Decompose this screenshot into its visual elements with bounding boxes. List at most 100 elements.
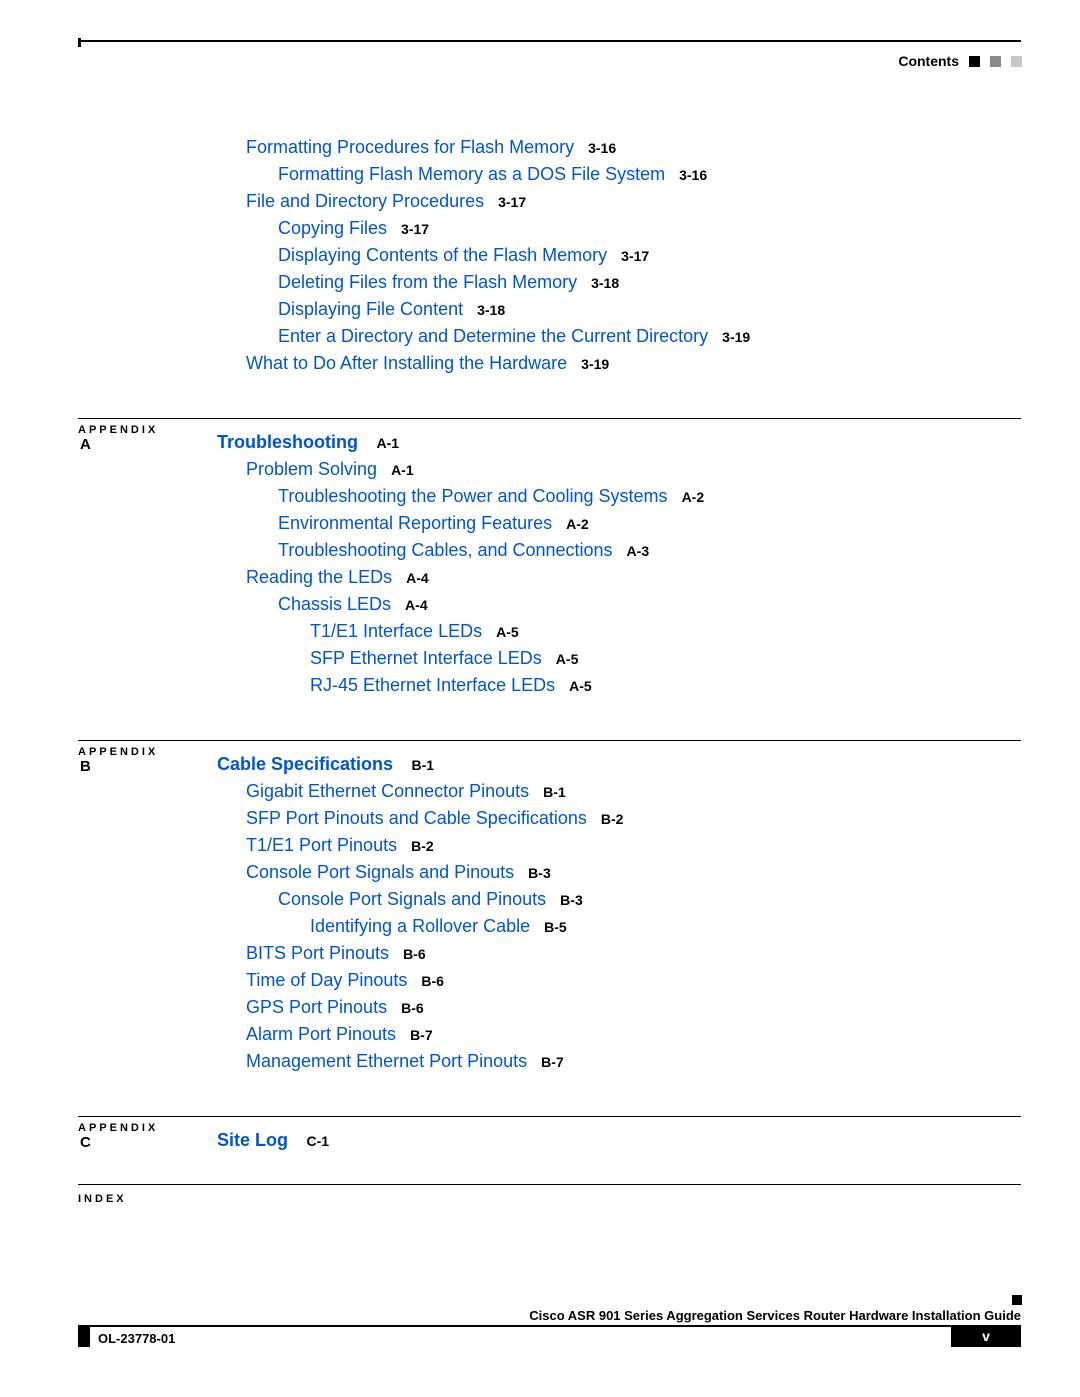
page-ref: B-7 bbox=[541, 1054, 564, 1070]
toc-link[interactable]: Chassis LEDs bbox=[278, 594, 391, 614]
toc-link[interactable]: Identifying a Rollover Cable bbox=[310, 916, 530, 936]
toc-entry: Chassis LEDs A-4 bbox=[278, 594, 1021, 615]
toc-link[interactable]: What to Do After Installing the Hardware bbox=[246, 353, 567, 373]
toc-entry: GPS Port Pinouts B-6 bbox=[246, 997, 1021, 1018]
page-ref: 3-19 bbox=[581, 356, 609, 372]
page-ref: 3-16 bbox=[588, 140, 616, 156]
toc-link[interactable]: Environmental Reporting Features bbox=[278, 513, 552, 533]
toc-entry: Management Ethernet Port Pinouts B-7 bbox=[246, 1051, 1021, 1072]
appendix-label: APPENDIX B bbox=[78, 746, 173, 775]
appendix-c-title-area: Site Log C-1 bbox=[217, 1130, 329, 1151]
page-ref: A-3 bbox=[627, 543, 650, 559]
toc-entry: Formatting Flash Memory as a DOS File Sy… bbox=[278, 164, 1021, 185]
toc-link[interactable]: BITS Port Pinouts bbox=[246, 943, 389, 963]
footer-left-block bbox=[78, 1325, 90, 1347]
doc-id: OL-23778-01 bbox=[98, 1331, 175, 1346]
toc-link[interactable]: Enter a Directory and Determine the Curr… bbox=[278, 326, 708, 346]
toc-link[interactable]: Reading the LEDs bbox=[246, 567, 392, 587]
toc-link[interactable]: Formatting Flash Memory as a DOS File Sy… bbox=[278, 164, 665, 184]
toc-link[interactable]: Problem Solving bbox=[246, 459, 377, 479]
toc-link[interactable]: T1/E1 Port Pinouts bbox=[246, 835, 397, 855]
page-ref: 3-17 bbox=[401, 221, 429, 237]
appendix-label: APPENDIX C bbox=[78, 1122, 173, 1151]
appendix-a-head: APPENDIX A Troubleshooting A-1 bbox=[78, 418, 1021, 453]
toc-link[interactable]: Alarm Port Pinouts bbox=[246, 1024, 396, 1044]
toc-link[interactable]: Console Port Signals and Pinouts bbox=[246, 862, 514, 882]
header-square-mid bbox=[990, 56, 1001, 67]
footer-guide-title: Cisco ASR 901 Series Aggregation Service… bbox=[78, 1308, 1021, 1323]
toc-link[interactable]: Deleting Files from the Flash Memory bbox=[278, 272, 577, 292]
appendix-c-title-ref: C-1 bbox=[306, 1133, 329, 1149]
page-ref: A-4 bbox=[405, 597, 428, 613]
header-square-light bbox=[1011, 56, 1022, 67]
appendix-b-head: APPENDIX B Cable Specifications B-1 bbox=[78, 740, 1021, 775]
appendix-a-title-area: Troubleshooting A-1 bbox=[217, 432, 399, 453]
toc-link[interactable]: SFP Ethernet Interface LEDs bbox=[310, 648, 542, 668]
page-ref: B-1 bbox=[543, 784, 566, 800]
page-ref: 3-16 bbox=[679, 167, 707, 183]
toc-entry: T1/E1 Interface LEDsA-5 bbox=[310, 621, 1021, 642]
toc-link[interactable]: File and Directory Procedures bbox=[246, 191, 484, 211]
toc-entry: Reading the LEDs A-4 bbox=[246, 567, 1021, 588]
page-ref: B-6 bbox=[403, 946, 426, 962]
footer-square-icon bbox=[1012, 1295, 1022, 1305]
toc-entry: Enter a Directory and Determine the Curr… bbox=[278, 326, 1021, 347]
toc-link[interactable]: Troubleshooting the Power and Cooling Sy… bbox=[278, 486, 668, 506]
toc-entry: Formatting Procedures for Flash Memory 3-… bbox=[246, 137, 1021, 158]
page-ref: B-7 bbox=[410, 1027, 433, 1043]
appendix-c-section: APPENDIX C Site Log C-1 bbox=[78, 1116, 1021, 1151]
page-ref: B-5 bbox=[544, 919, 567, 935]
toc-link[interactable]: T1/E1 Interface LEDs bbox=[310, 621, 482, 641]
appendix-a-title-ref: A-1 bbox=[376, 435, 399, 451]
appendix-a-title-link[interactable]: Troubleshooting bbox=[217, 432, 358, 452]
toc-entry: Environmental Reporting Features A-2 bbox=[278, 513, 1021, 534]
header-square-dark bbox=[969, 56, 980, 67]
page-ref: B-2 bbox=[411, 838, 434, 854]
page-ref: A-4 bbox=[406, 570, 429, 586]
toc-entry: Console Port Signals and PinoutsB-3 bbox=[278, 889, 1021, 910]
index-section: INDEX bbox=[78, 1184, 1021, 1207]
toc-link[interactable]: GPS Port Pinouts bbox=[246, 997, 387, 1017]
toc-link[interactable]: SFP Port Pinouts and Cable Specification… bbox=[246, 808, 587, 828]
toc-entry: Identifying a Rollover Cable B-5 bbox=[310, 916, 1021, 937]
page-ref: 3-18 bbox=[591, 275, 619, 291]
toc-link[interactable]: Displaying File Content bbox=[278, 299, 463, 319]
toc-entry: SFP Port Pinouts and Cable Specification… bbox=[246, 808, 1021, 829]
top-rule bbox=[78, 40, 1021, 42]
toc-entry: Troubleshooting the Power and Cooling Sy… bbox=[278, 486, 1021, 507]
toc-link[interactable]: Gigabit Ethernet Connector Pinouts bbox=[246, 781, 529, 801]
page-ref: A-2 bbox=[682, 489, 705, 505]
toc-link[interactable]: Troubleshooting Cables, and Connections bbox=[278, 540, 613, 560]
index-label: INDEX bbox=[78, 1193, 127, 1205]
toc-entry: Gigabit Ethernet Connector Pinouts B-1 bbox=[246, 781, 1021, 802]
toc-entry: Problem Solving A-1 bbox=[246, 459, 1021, 480]
toc-entry: Displaying File Content3-18 bbox=[278, 299, 1021, 320]
toc-link[interactable]: Management Ethernet Port Pinouts bbox=[246, 1051, 527, 1071]
page-ref: A-1 bbox=[391, 462, 414, 478]
appendix-b-title-ref: B-1 bbox=[412, 757, 435, 773]
toc-link[interactable]: Console Port Signals and Pinouts bbox=[278, 889, 546, 909]
toc-entry: Displaying Contents of the Flash Memory 3… bbox=[278, 245, 1021, 266]
page-ref: B-6 bbox=[401, 1000, 424, 1016]
page-ref: 3-17 bbox=[621, 248, 649, 264]
page-ref: B-2 bbox=[601, 811, 624, 827]
page-number-box: v bbox=[951, 1325, 1021, 1347]
toc-entry: Console Port Signals and PinoutsB-3 bbox=[246, 862, 1021, 883]
toc-link[interactable]: Formatting Procedures for Flash Memory bbox=[246, 137, 574, 157]
toc-link[interactable]: Copying Files bbox=[278, 218, 387, 238]
page-ref: A-5 bbox=[569, 678, 592, 694]
appendix-a-section: APPENDIX A Troubleshooting A-1 Problem S… bbox=[78, 418, 1021, 696]
appendix-c-title-link[interactable]: Site Log bbox=[217, 1130, 288, 1150]
page-number: v bbox=[982, 1328, 990, 1344]
appendix-b-title-link[interactable]: Cable Specifications bbox=[217, 754, 393, 774]
toc-link[interactable]: RJ-45 Ethernet Interface LEDs bbox=[310, 675, 555, 695]
toc-link[interactable]: Time of Day Pinouts bbox=[246, 970, 407, 990]
toc-entry: RJ-45 Ethernet Interface LEDs A-5 bbox=[310, 675, 1021, 696]
appendix-c-head: APPENDIX C Site Log C-1 bbox=[78, 1116, 1021, 1151]
toc-entry: Time of Day PinoutsB-6 bbox=[246, 970, 1021, 991]
page-ref: A-2 bbox=[566, 516, 589, 532]
chapter3-tail: Formatting Procedures for Flash Memory 3-… bbox=[78, 137, 1021, 374]
toc-link[interactable]: Displaying Contents of the Flash Memory bbox=[278, 245, 607, 265]
toc-entry: T1/E1 Port Pinouts B-2 bbox=[246, 835, 1021, 856]
footer-bar: OL-23778-01 v bbox=[78, 1325, 1021, 1347]
